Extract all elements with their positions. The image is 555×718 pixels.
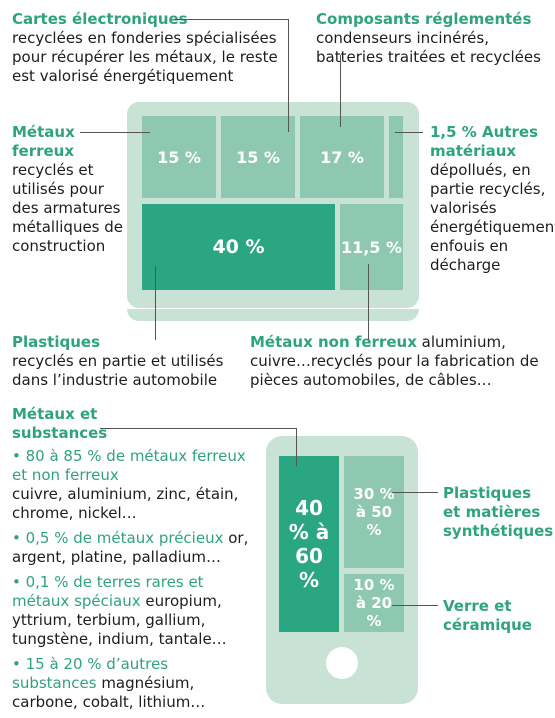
connector-cartes-v	[288, 19, 289, 132]
annotation-metaux-title: Métaux et substances	[12, 405, 108, 442]
annotation-plastiques-text: recyclés en partie et utilisés dans l’in…	[12, 352, 224, 389]
annotation-plastiques: Plastiques recyclés en partie et utilisé…	[12, 333, 242, 390]
annotation-cartes: Cartes électroniques recyclées en fonder…	[12, 10, 282, 86]
bullet-text: magnésium, carbone, cobalt, lithium…	[12, 674, 206, 711]
connector-metaux-v	[296, 428, 297, 466]
connector-composants	[340, 55, 341, 127]
annotation-cartes-title: Cartes électroniques	[12, 10, 188, 28]
bullet-item: • 0,5 % de métaux précieux or, argent, p…	[12, 529, 257, 567]
annotation-non-ferreux: Métaux non ferreux aluminium, cuivre…rec…	[250, 333, 540, 390]
connector-phone-verre	[392, 605, 438, 606]
annotation-ferreux-text: recyclés et utilisés pour des armatures …	[12, 161, 124, 255]
annotation-non-ferreux-title: Métaux non ferreux	[250, 333, 417, 351]
annotation-composants-title: Composants réglementés	[316, 10, 532, 28]
connector-autres	[395, 132, 423, 133]
phone-block-plastiques: 30 % à 50 %	[344, 456, 404, 568]
annotation-phone-verre: Verre et céramique	[443, 597, 532, 634]
bullet-highlight: • 80 à 85 % de métaux ferreux et non fer…	[12, 447, 246, 484]
connector-ferreux	[80, 132, 150, 133]
metaux-bullet-list: • 80 à 85 % de métaux ferreux et non fer…	[12, 447, 257, 718]
bullet-highlight: • 15 à 20 % d’autres substances	[12, 655, 169, 692]
bullet-highlight: • 0,1 % de terres rares et métaux spécia…	[12, 573, 204, 610]
bullet-text: europium, yttrium, terbium, gallium, tun…	[12, 592, 227, 648]
laptop-block-cartes: 15 %	[142, 116, 216, 198]
connector-phone-plastiques	[392, 492, 438, 493]
bullet-item: • 15 à 20 % d’autres substances magnésiu…	[12, 655, 257, 712]
bullet-item: • 0,1 % de terres rares et métaux spécia…	[12, 573, 257, 649]
annotation-composants-text: condenseurs incinérés, batteries traitée…	[316, 29, 541, 66]
annotation-composants: Composants réglementés condenseurs incin…	[316, 10, 546, 67]
bullet-highlight: • 0,5 % de métaux précieux	[12, 529, 224, 547]
annotation-ferreux: Métaux ferreux recyclés et utilisés pour…	[12, 123, 127, 256]
annotation-non-ferreux-text: aluminium, cuivre…recyclés pour la fabri…	[250, 333, 539, 389]
laptop-block-ferreux: 15 %	[221, 116, 295, 198]
annotation-autres-title: 1,5 % Autres matériaux	[430, 123, 539, 160]
connector-cartes-h	[175, 19, 289, 20]
annotation-autres-text: dépollués, en partie recyclés, valorisés…	[430, 161, 555, 274]
annotation-ferreux-title: Métaux ferreux	[12, 123, 75, 160]
laptop-base	[127, 309, 419, 321]
laptop-block-non-ferreux: 11,5 %	[340, 204, 403, 290]
laptop-block-autres	[389, 116, 403, 198]
connector-non-ferreux	[368, 264, 369, 340]
annotation-cartes-text: recyclées en fonderies spécialisées pour…	[12, 29, 278, 85]
phone-block-metaux: 40 % à 60 %	[279, 456, 339, 632]
annotation-autres: 1,5 % Autres matériaux dépollués, en par…	[430, 123, 555, 275]
connector-plastiques	[155, 266, 156, 340]
phone-home-button	[326, 647, 358, 679]
connector-metaux-h	[100, 428, 296, 429]
laptop-block-plastiques: 40 %	[142, 204, 335, 290]
phone-block-verre: 10 % à 20 %	[344, 574, 404, 632]
laptop-block-composants: 17 %	[300, 116, 384, 198]
annotation-plastiques-title: Plastiques	[12, 333, 101, 351]
bullet-text: or, argent, platine, palladium…	[12, 529, 249, 566]
annotation-phone-plastiques: Plastiques et matières synthétiques	[443, 484, 554, 540]
bullet-text: cuivre, aluminium, zinc, étain, chrome, …	[12, 485, 239, 522]
bullet-item: • 80 à 85 % de métaux ferreux et non fer…	[12, 447, 257, 523]
